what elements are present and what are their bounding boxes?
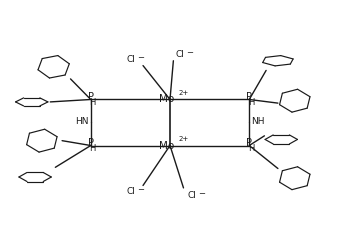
Text: −: − [137, 53, 144, 62]
Text: Mo: Mo [159, 141, 174, 150]
Text: P: P [246, 138, 252, 147]
Text: P: P [88, 92, 94, 102]
Text: 2+: 2+ [178, 90, 189, 96]
Text: HN: HN [75, 117, 89, 126]
Text: Cl: Cl [127, 55, 136, 64]
Text: H: H [248, 144, 254, 153]
Text: −: − [137, 185, 144, 194]
Text: Cl: Cl [127, 187, 136, 196]
Text: 2+: 2+ [178, 136, 189, 142]
Text: Cl: Cl [176, 50, 185, 59]
Text: −: − [186, 48, 193, 57]
Text: Mo: Mo [159, 95, 174, 104]
Text: H: H [89, 144, 96, 153]
Text: NH: NH [251, 117, 265, 126]
Text: H: H [89, 98, 96, 107]
Text: H: H [248, 98, 254, 107]
Text: P: P [246, 92, 252, 102]
Text: P: P [88, 138, 94, 147]
Text: Cl: Cl [187, 191, 197, 200]
Text: −: − [198, 189, 205, 198]
